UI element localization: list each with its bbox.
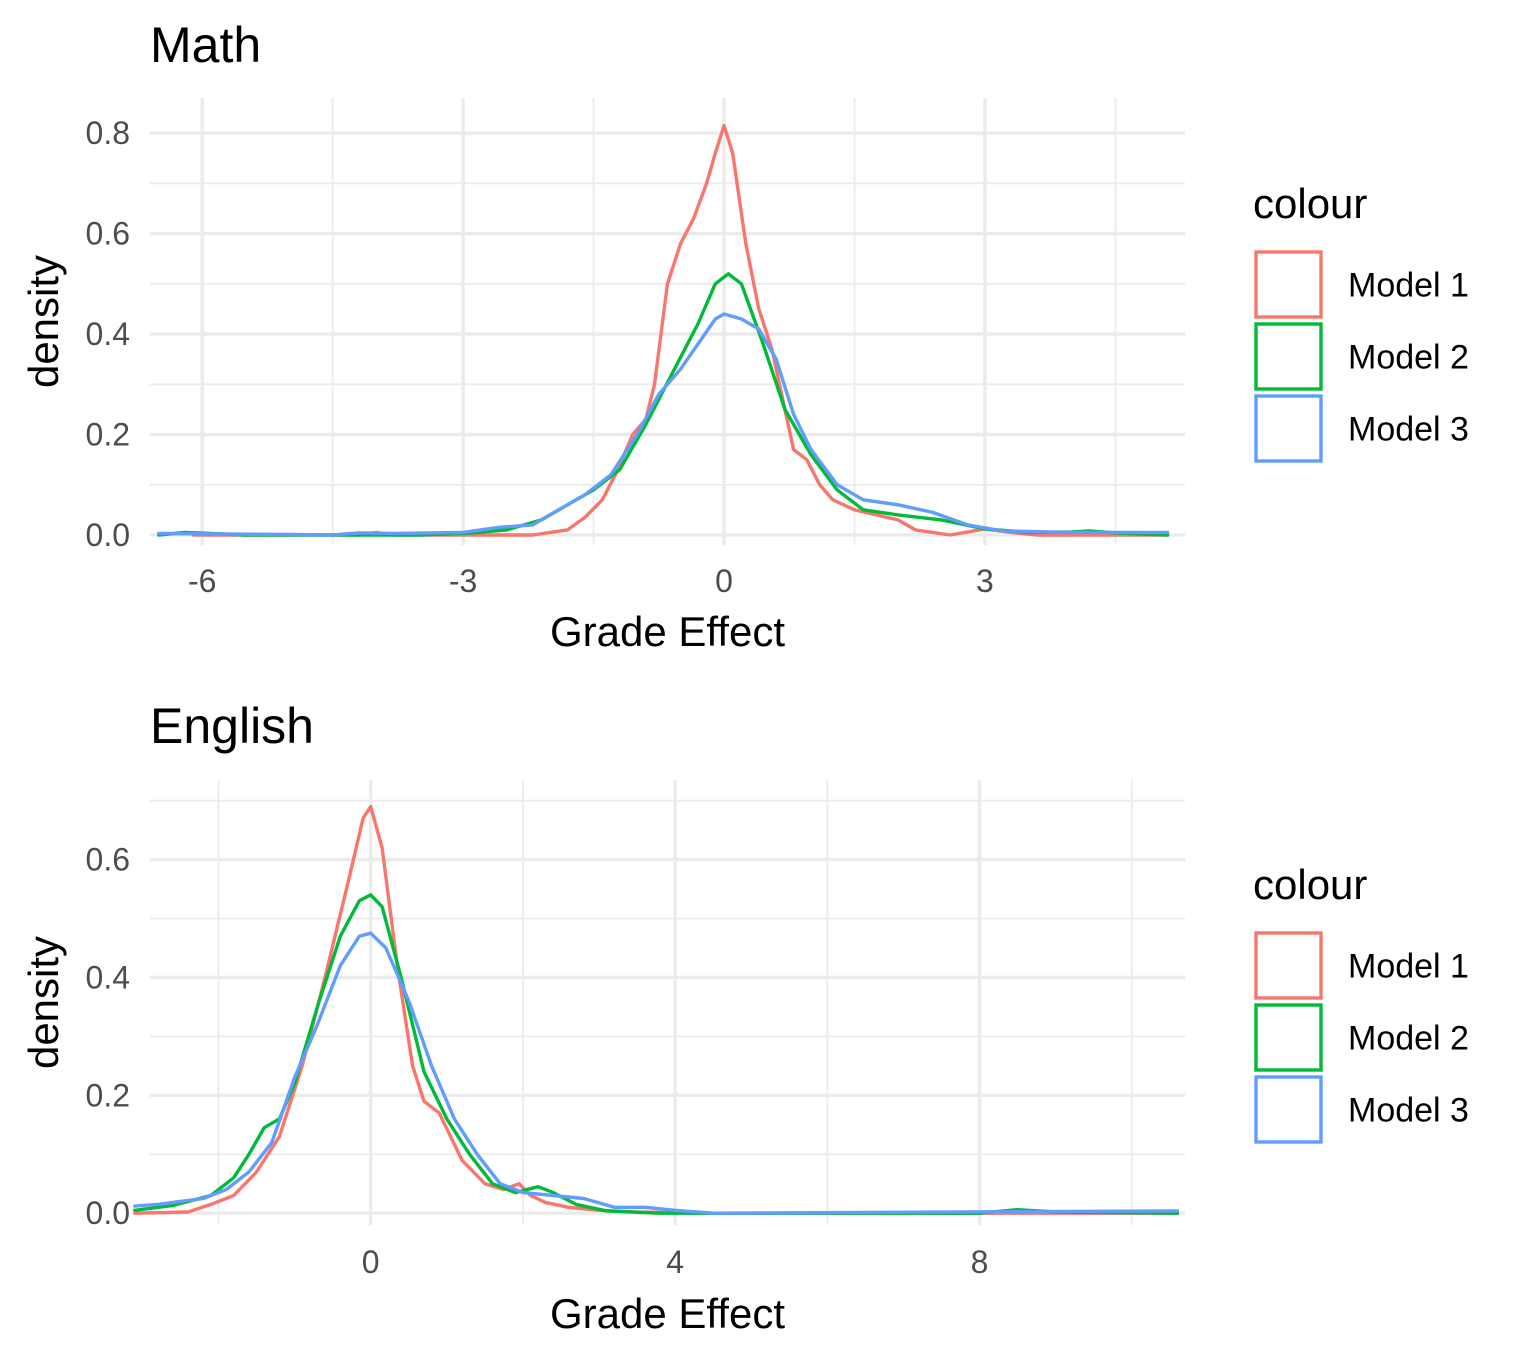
density-curve-model-3	[133, 931, 1180, 1215]
y-axis-title: density	[20, 936, 67, 1069]
legend-key	[1254, 1075, 1323, 1144]
gridlines	[150, 98, 1185, 545]
legend: colour Model 1 Model 2 Model 3	[1253, 180, 1469, 463]
gridlines	[150, 780, 1185, 1225]
x-tick-label: -6	[188, 563, 216, 599]
y-axis-title: density	[20, 255, 67, 388]
y-tick-label: 0.6	[86, 842, 130, 878]
english-panel: 0.0 0.2 0.4 0.6 0 4 8 English Grade Effect densit…	[20, 698, 1469, 1337]
legend-label: Model 3	[1348, 1092, 1469, 1130]
legend-label: Model 1	[1348, 267, 1469, 305]
legend-key	[1254, 931, 1323, 1000]
chart-title: Math	[150, 17, 261, 73]
y-tick-label: 0.0	[86, 1195, 130, 1231]
math-panel: 0.0 0.2 0.4 0.6 0.8 -6 -3 0 3 Math Grade Effect den…	[20, 17, 1469, 655]
y-tick-label: 0.2	[86, 417, 130, 453]
legend-key	[1254, 322, 1323, 391]
legend-key	[1254, 250, 1323, 319]
legend: colour Model 1 Model 2 Model 3	[1253, 861, 1469, 1144]
y-tick-label: 0.0	[86, 517, 130, 553]
x-tick-label: 0	[362, 1244, 380, 1280]
legend-label: Model 2	[1348, 339, 1469, 377]
density-curve-model-3	[157, 312, 1170, 537]
x-tick-label: 0	[715, 563, 733, 599]
legend-title: colour	[1253, 180, 1367, 227]
y-tick-label: 0.6	[86, 216, 130, 252]
density-curve-model-2	[133, 893, 1180, 1215]
x-tick-label: -3	[449, 563, 477, 599]
y-tick-label: 0.8	[86, 115, 130, 151]
y-tick-label: 0.4	[86, 316, 130, 352]
legend-label: Model 3	[1348, 411, 1469, 449]
x-axis-title: Grade Effect	[550, 608, 785, 655]
y-tick-label: 0.2	[86, 1077, 130, 1113]
x-axis-title: Grade Effect	[550, 1290, 785, 1337]
x-tick-label: 4	[666, 1244, 684, 1280]
x-tick-label: 3	[976, 563, 994, 599]
legend-title: colour	[1253, 861, 1367, 908]
legend-label: Model 2	[1348, 1020, 1469, 1058]
legend-label: Model 1	[1348, 948, 1469, 986]
density-curve-model-1	[133, 804, 1180, 1215]
chart-title: English	[150, 698, 314, 754]
density-curve-model-1	[191, 123, 1170, 537]
legend-key	[1254, 394, 1323, 463]
legend-key	[1254, 1003, 1323, 1072]
y-tick-label: 0.4	[86, 959, 130, 995]
x-tick-label: 8	[971, 1244, 989, 1280]
